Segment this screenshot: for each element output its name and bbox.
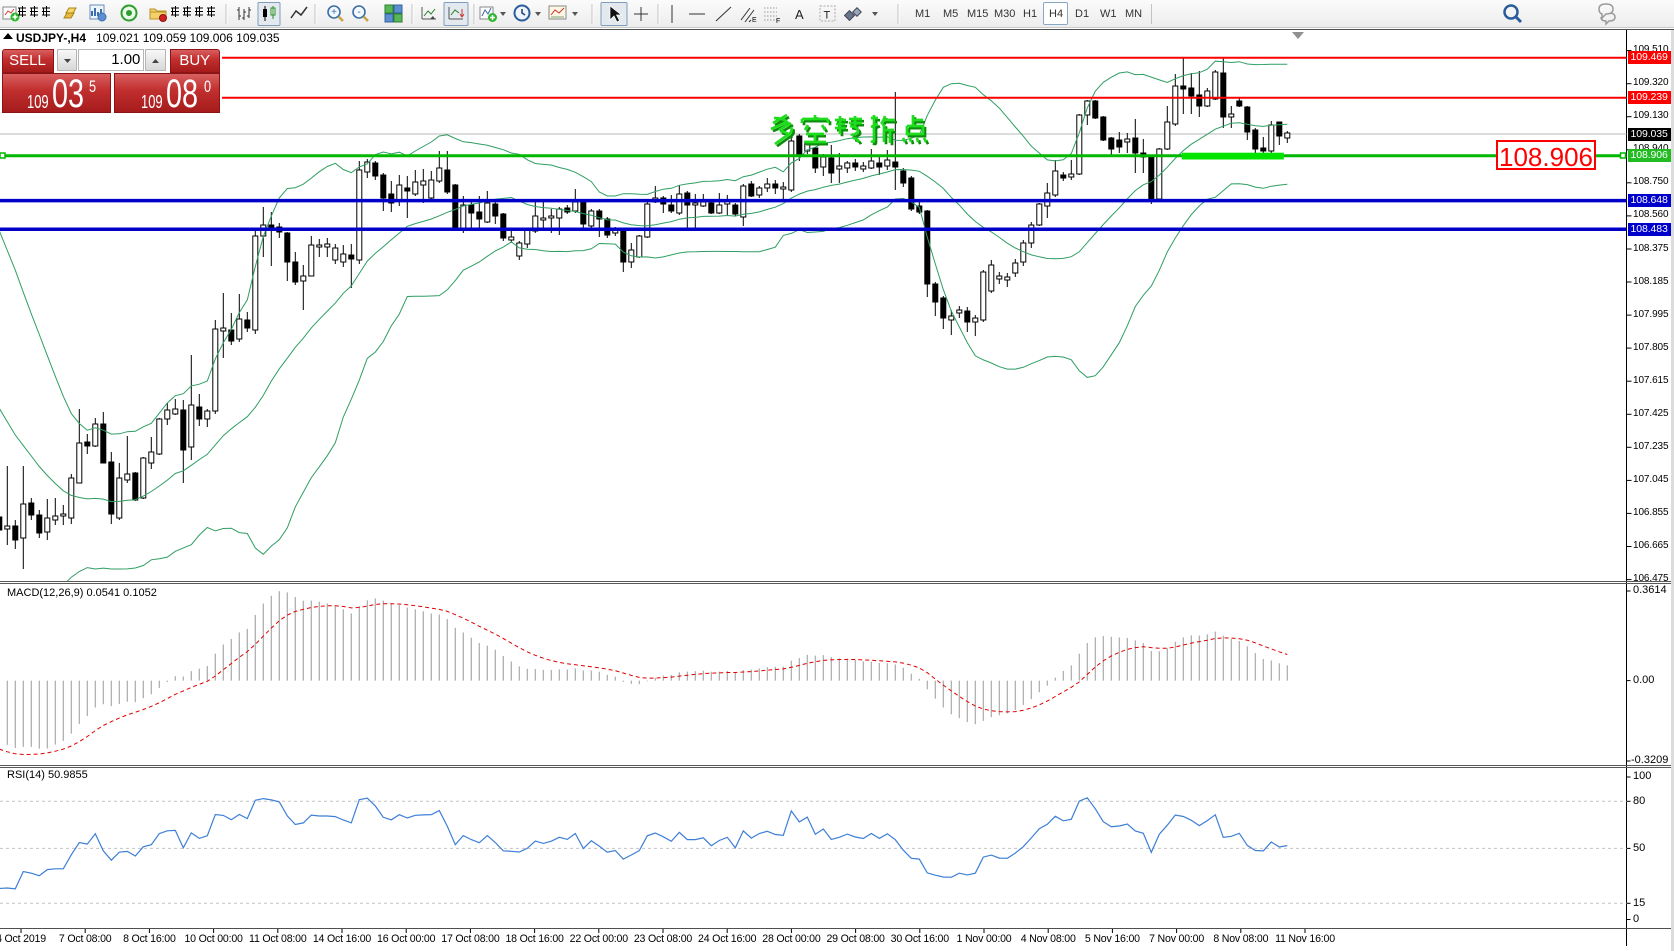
svg-text:-: - [357,7,360,18]
svg-text:F: F [776,18,780,25]
svg-text:E: E [752,17,757,24]
svg-text:A: A [795,7,804,22]
svg-text:+: + [331,7,337,18]
svg-text:T: T [824,10,831,22]
